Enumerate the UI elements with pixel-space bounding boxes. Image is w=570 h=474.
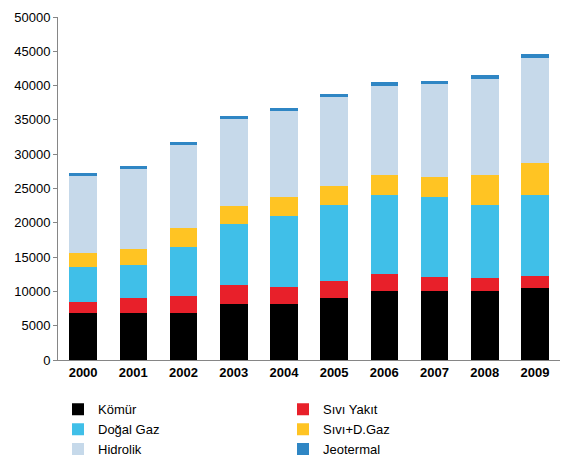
svg-text:2006: 2006 (370, 365, 399, 380)
svg-text:Kömür: Kömür (98, 402, 137, 417)
svg-text:2002: 2002 (169, 365, 198, 380)
svg-text:15000: 15000 (14, 250, 50, 265)
svg-text:Jeotermal: Jeotermal (323, 442, 380, 457)
svg-text:45000: 45000 (14, 44, 50, 59)
svg-text:50000: 50000 (14, 10, 50, 25)
svg-text:2000: 2000 (69, 365, 98, 380)
svg-text:25000: 25000 (14, 181, 50, 196)
svg-text:2008: 2008 (470, 365, 499, 380)
svg-text:30000: 30000 (14, 147, 50, 162)
svg-text:Sıvı+D.Gaz: Sıvı+D.Gaz (323, 422, 390, 437)
svg-text:2007: 2007 (420, 365, 449, 380)
svg-text:0: 0 (43, 353, 50, 368)
svg-text:2004: 2004 (269, 365, 299, 380)
svg-text:2001: 2001 (119, 365, 148, 380)
svg-text:5000: 5000 (21, 318, 50, 333)
svg-text:Hidrolik: Hidrolik (98, 442, 142, 457)
svg-text:2009: 2009 (520, 365, 549, 380)
svg-text:2003: 2003 (219, 365, 248, 380)
svg-text:Doğal Gaz: Doğal Gaz (98, 422, 159, 437)
svg-text:2005: 2005 (320, 365, 349, 380)
svg-text:20000: 20000 (14, 215, 50, 230)
svg-text:10000: 10000 (14, 284, 50, 299)
svg-text:40000: 40000 (14, 78, 50, 93)
svg-text:35000: 35000 (14, 112, 50, 127)
svg-text:Sıvı Yakıt: Sıvı Yakıt (323, 402, 378, 417)
